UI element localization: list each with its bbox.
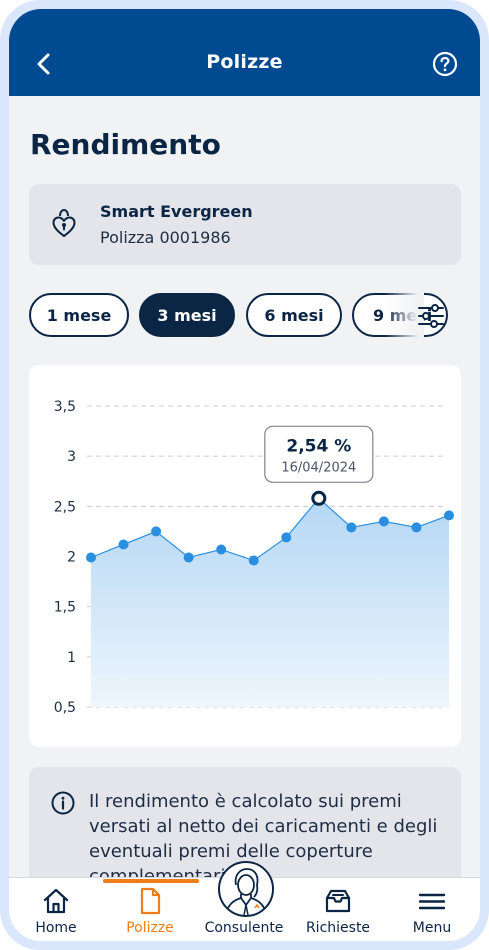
active-tab-indicator bbox=[103, 879, 199, 883]
data-point[interactable] bbox=[118, 539, 129, 550]
performance-chart[interactable]: 3,5 3 2,5 2 1,5 1 0,5 2,54 % 16/04/2024 bbox=[29, 365, 461, 747]
back-button[interactable] bbox=[31, 49, 57, 79]
app-screen: Polizze Rendimento Smart Evergreen Poliz… bbox=[9, 9, 480, 941]
data-point[interactable] bbox=[281, 532, 292, 543]
tooltip-box bbox=[264, 425, 374, 483]
data-point[interactable] bbox=[216, 544, 227, 555]
period-1-month-button[interactable]: 1 mese bbox=[29, 293, 129, 337]
area-fill bbox=[91, 498, 449, 707]
home-icon bbox=[43, 888, 69, 914]
tab-consulente-label: Consulente bbox=[204, 920, 284, 936]
consultant-icon bbox=[225, 868, 267, 915]
page-title: Rendimento bbox=[30, 128, 221, 161]
document-icon bbox=[140, 887, 161, 915]
policy-number: Polizza 0001986 bbox=[100, 228, 231, 247]
data-point[interactable] bbox=[346, 522, 357, 533]
policy-name: Smart Evergreen bbox=[100, 202, 253, 221]
chart-card: 3,5 3 2,5 2 1,5 1 0,5 2,54 % 16/04/2024 bbox=[29, 365, 461, 747]
consultant-avatar[interactable] bbox=[218, 861, 274, 917]
tab-polizze-label: Polizze bbox=[126, 920, 174, 936]
y-tick-label: 1 bbox=[67, 650, 76, 666]
help-icon bbox=[432, 51, 458, 77]
y-tick-label: 3,5 bbox=[54, 399, 76, 415]
tooltip-value: 2,54 % bbox=[286, 436, 351, 456]
y-tick-label: 1,5 bbox=[54, 600, 76, 616]
data-point[interactable] bbox=[151, 526, 162, 537]
data-point[interactable] bbox=[183, 552, 194, 563]
period-selector: 1 mese 3 mesi 6 mesi 9 mesi bbox=[29, 293, 469, 339]
filter-button[interactable] bbox=[417, 303, 445, 329]
data-point[interactable] bbox=[248, 555, 259, 566]
info-icon bbox=[51, 791, 75, 815]
chevron-left-icon bbox=[37, 53, 50, 75]
data-point[interactable] bbox=[411, 522, 422, 533]
policy-card[interactable]: Smart Evergreen Polizza 0001986 bbox=[29, 184, 461, 265]
help-button[interactable] bbox=[432, 51, 458, 77]
inbox-icon bbox=[325, 889, 351, 913]
tab-menu-label: Menu bbox=[412, 920, 452, 936]
y-tick-label: 2,5 bbox=[54, 499, 76, 515]
tooltip-date: 16/04/2024 bbox=[281, 460, 356, 475]
y-tick-label: 0,5 bbox=[54, 700, 76, 716]
tab-polizze[interactable]: Polizze bbox=[103, 878, 197, 941]
y-tick-label: 3 bbox=[67, 449, 76, 465]
data-point[interactable] bbox=[444, 510, 454, 521]
selected-data-point[interactable] bbox=[311, 490, 327, 506]
scroll-fade bbox=[384, 293, 424, 339]
tab-richieste-label: Richieste bbox=[305, 920, 371, 936]
data-point[interactable] bbox=[378, 516, 389, 527]
tab-richieste[interactable]: Richieste bbox=[291, 878, 385, 941]
period-6-months-button[interactable]: 6 mesi bbox=[246, 293, 342, 337]
sliders-icon bbox=[418, 304, 444, 328]
tab-home[interactable]: Home bbox=[9, 878, 103, 941]
tab-consulente[interactable]: Consulente bbox=[197, 878, 291, 941]
hamburger-icon bbox=[418, 893, 446, 910]
y-tick-label: 2 bbox=[67, 550, 76, 566]
header-title: Polizze bbox=[206, 51, 283, 73]
data-point[interactable] bbox=[86, 552, 96, 563]
tab-home-label: Home bbox=[35, 920, 77, 936]
heart-lock-icon bbox=[52, 208, 76, 237]
period-3-months-button[interactable]: 3 mesi bbox=[139, 293, 235, 337]
tab-menu[interactable]: Menu bbox=[385, 878, 479, 941]
top-app-bar: Polizze bbox=[9, 9, 480, 96]
series-line bbox=[90, 497, 450, 562]
